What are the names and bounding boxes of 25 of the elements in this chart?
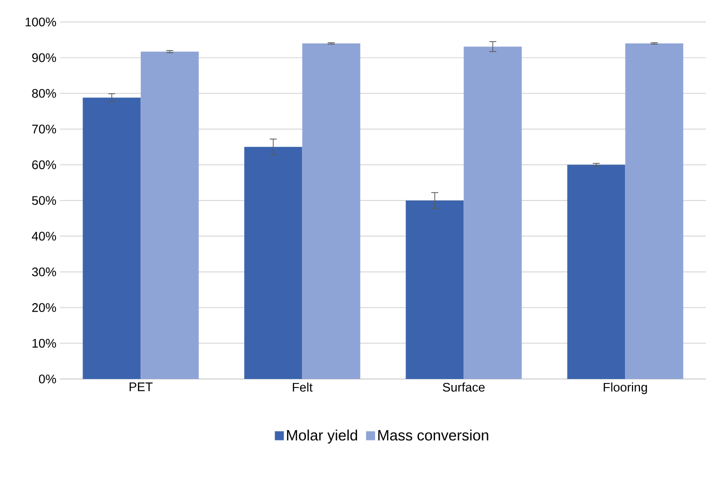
- x-tick-label: PET: [130, 382, 153, 392]
- bar: [244, 146, 302, 379]
- bar: [302, 43, 360, 379]
- legend-label: Molar yield: [287, 430, 358, 444]
- y-tick-label: 70%: [32, 124, 56, 134]
- y-tick-label: 30%: [32, 267, 56, 276]
- x-tick-label: Flooring: [604, 382, 647, 394]
- bar: [464, 46, 522, 379]
- x-tick-label: Surface: [442, 382, 485, 392]
- y-tick-label: 10%: [32, 338, 56, 348]
- y-tick-label: 50%: [32, 196, 56, 205]
- y-tick-label: 40%: [32, 232, 56, 241]
- y-tick-label: 60%: [32, 160, 56, 170]
- x-tick-label: Felt: [292, 382, 313, 392]
- legend-label: Mass conversion: [378, 430, 488, 441]
- y-tick-label: 80%: [32, 88, 56, 98]
- bar: [406, 200, 464, 379]
- bar: [625, 43, 684, 379]
- y-tick-label: 0%: [38, 374, 56, 384]
- bar: [82, 98, 141, 379]
- bar: [140, 52, 199, 379]
- y-tick-label: 90%: [32, 53, 56, 62]
- y-tick-label: 100%: [26, 18, 56, 26]
- bar: [567, 164, 626, 379]
- y-tick-label: 20%: [32, 303, 56, 312]
